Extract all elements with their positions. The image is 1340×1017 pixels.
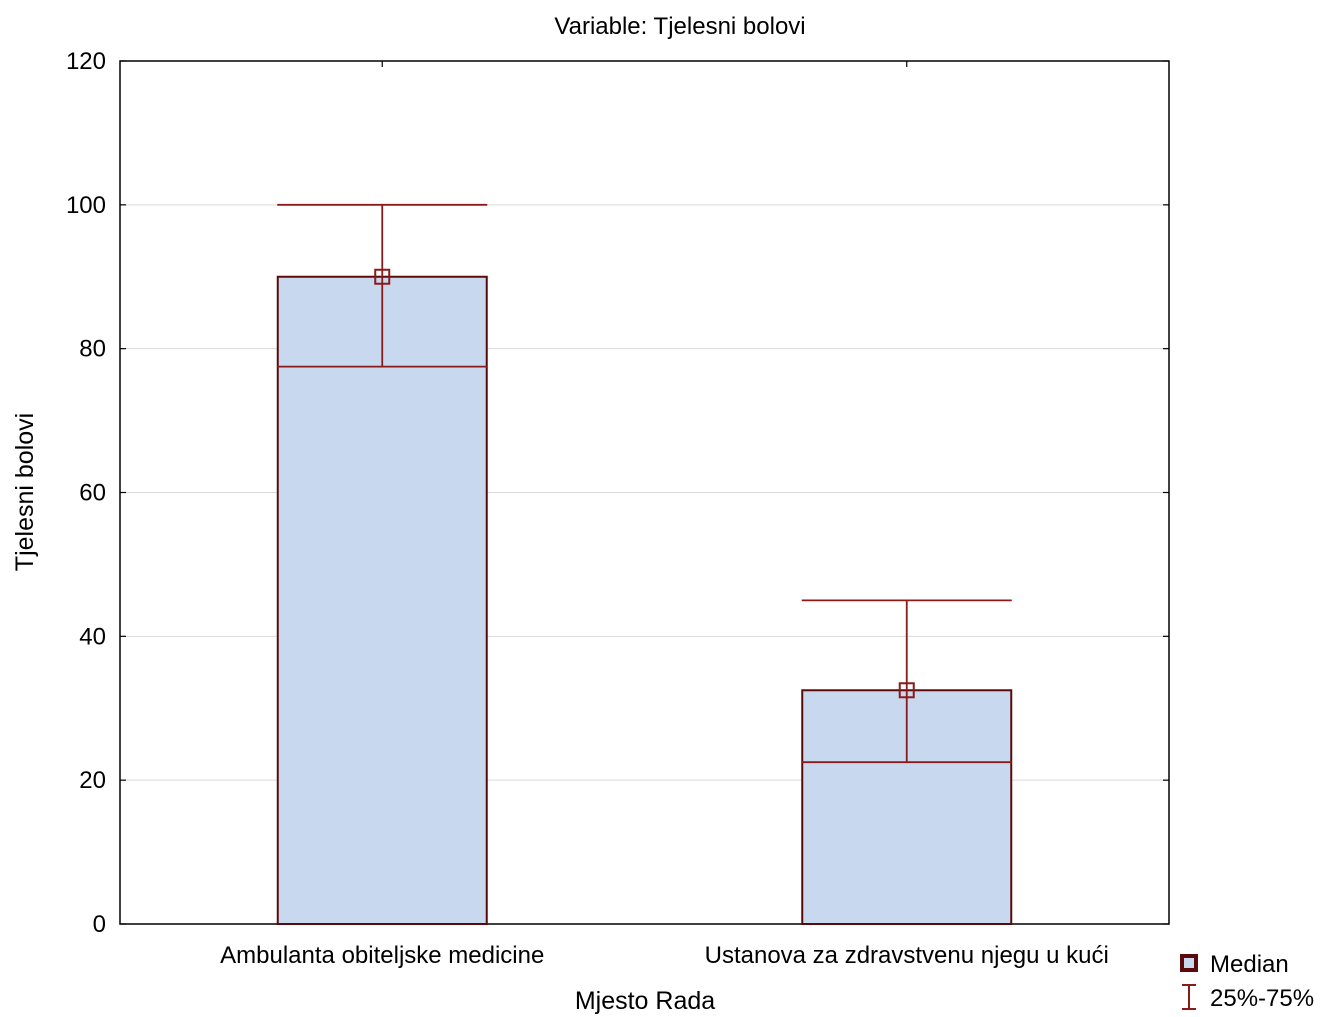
legend-whisker-icon: [1182, 984, 1196, 1010]
legend-range-label: 25%-75%: [1210, 985, 1314, 1012]
y-tick-label: 100: [66, 192, 106, 219]
median-bar: [276, 275, 488, 925]
median-marker: [898, 682, 915, 699]
y-tick-label: 40: [79, 623, 106, 650]
median-marker: [374, 268, 391, 285]
x-axis: Ambulanta obiteljske medicine Ustanova za…: [220, 61, 1109, 969]
x-axis-label: Mjesto Rada: [575, 987, 715, 1015]
bars: [276, 203, 1013, 925]
y-tick-label: 80: [79, 336, 106, 363]
y-axis-label: Tjelesni bolovi: [11, 413, 39, 571]
legend-median-marker-inner: [1184, 958, 1194, 968]
x-category-label: Ustanova za zdravstvenu njegu u kući: [705, 942, 1109, 969]
legend: Median 25%-75%: [1180, 951, 1314, 1012]
y-axis: 0 20 40 60 80 100 120: [66, 48, 1169, 938]
x-category-label: Ambulanta obiteljske medicine: [220, 942, 544, 969]
y-tick-label: 0: [93, 911, 106, 938]
legend-median-label: Median: [1210, 951, 1289, 978]
y-tick-label: 20: [79, 767, 106, 794]
chart-title: Variable: Tjelesni bolovi: [554, 13, 805, 40]
y-tick-label: 120: [66, 48, 106, 75]
y-tick-label: 60: [79, 480, 106, 507]
